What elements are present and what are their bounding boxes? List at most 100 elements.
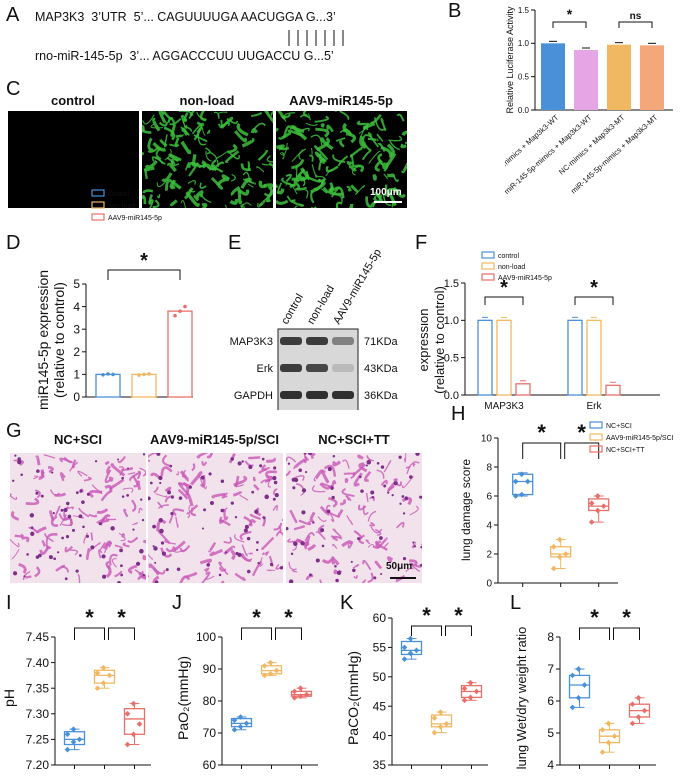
tissue-septa bbox=[387, 478, 398, 491]
cell-nucleus bbox=[419, 495, 422, 499]
legend-swatch bbox=[481, 273, 495, 281]
tissue-fluorescence bbox=[368, 150, 381, 164]
tissue-septa bbox=[206, 453, 214, 459]
y-tick-label: 1.5 bbox=[518, 6, 530, 15]
tissue-septa bbox=[275, 529, 282, 537]
legend-entry: AAV9-miR145-5p bbox=[108, 215, 162, 222]
tissue-fluorescence bbox=[167, 162, 177, 173]
tissue-septa bbox=[172, 508, 185, 517]
histo-image-aav9-sci bbox=[148, 453, 283, 583]
cell-nucleus bbox=[413, 545, 417, 548]
tissue-fluorescence bbox=[339, 111, 350, 121]
cell-nucleus bbox=[152, 524, 157, 529]
tissue-fluorescence bbox=[389, 140, 400, 151]
tissue-septa bbox=[104, 484, 113, 493]
data-point bbox=[569, 672, 576, 679]
tissue-septa bbox=[345, 495, 352, 502]
significance-bracket bbox=[107, 269, 181, 280]
tissue-fluorescence bbox=[300, 167, 311, 181]
tissue-septa bbox=[199, 558, 213, 565]
cell-nucleus bbox=[230, 501, 234, 505]
tissue-fluorescence bbox=[359, 135, 367, 150]
tissue-septa bbox=[177, 482, 190, 496]
cell-nucleus bbox=[78, 514, 83, 519]
tissue-septa bbox=[353, 575, 358, 579]
panel-label-i: I bbox=[6, 592, 12, 614]
cell-nucleus bbox=[98, 521, 102, 526]
tissue-septa bbox=[380, 479, 388, 486]
tissue-fluorescence bbox=[319, 136, 334, 151]
histo-title-nc-sci-tt: NC+SCI+TT bbox=[318, 432, 390, 447]
legend-entry: AAV9-miR145-5p/SCI bbox=[606, 435, 674, 442]
cell-nucleus bbox=[292, 486, 296, 490]
cell-nucleus bbox=[269, 562, 274, 567]
tissue-fluorescence bbox=[236, 187, 250, 196]
cell-nucleus bbox=[402, 512, 406, 515]
cell-nucleus bbox=[335, 578, 339, 583]
cell-nucleus bbox=[272, 497, 276, 501]
cell-nucleus bbox=[102, 574, 107, 579]
data-point bbox=[142, 372, 146, 377]
tissue-septa bbox=[69, 549, 79, 556]
tissue-septa bbox=[332, 543, 338, 550]
tissue-septa bbox=[370, 526, 383, 534]
tissue-septa bbox=[309, 511, 316, 523]
tissue-septa bbox=[352, 463, 367, 476]
tissue-septa bbox=[131, 474, 139, 488]
tissue-fluorescence bbox=[277, 188, 285, 195]
y-tick-label: 2 bbox=[73, 345, 80, 359]
mirna-sequence: rno-miR-145-5p 3’... AGGACCCUU UUGACCU G… bbox=[35, 49, 334, 63]
y-tick-label: 45 bbox=[373, 699, 387, 713]
data-point bbox=[581, 682, 588, 688]
tissue-septa bbox=[338, 569, 343, 573]
data-point bbox=[599, 749, 606, 756]
cell-nucleus bbox=[301, 510, 306, 515]
tissue-septa bbox=[259, 556, 264, 567]
tissue-septa bbox=[110, 463, 126, 477]
data-point bbox=[635, 694, 642, 701]
cell-nucleus bbox=[241, 460, 244, 463]
data-point bbox=[267, 659, 274, 666]
legend-swatch bbox=[589, 433, 603, 441]
y-tick-label: 10 bbox=[481, 434, 493, 445]
y-tick-label: 55 bbox=[373, 641, 387, 655]
blot-kda-label: 71KDa bbox=[364, 336, 399, 348]
tissue-septa bbox=[295, 538, 310, 546]
tissue-septa bbox=[319, 579, 322, 583]
tissue-fluorescence bbox=[169, 199, 178, 207]
cell-nucleus bbox=[379, 536, 383, 540]
tissue-septa bbox=[275, 564, 283, 570]
tissue-septa bbox=[123, 508, 129, 518]
tissue-fluorescence bbox=[216, 159, 220, 167]
tissue-fluorescence bbox=[257, 200, 266, 208]
data-point bbox=[147, 372, 151, 376]
tissue-septa bbox=[40, 471, 45, 479]
chart-mir145-expression: 0 1 2 3 4 5 miR145-5p expression (relative to c… bbox=[35, 189, 193, 410]
tissue-septa bbox=[310, 453, 316, 459]
tissue-septa bbox=[241, 544, 248, 557]
tissue-fluorescence bbox=[401, 161, 407, 174]
bar bbox=[607, 44, 631, 110]
tissue-septa bbox=[293, 475, 305, 481]
tissue-fluorescence bbox=[392, 186, 406, 198]
data-point bbox=[64, 746, 71, 753]
data-point bbox=[111, 372, 115, 377]
cell-nucleus bbox=[257, 561, 260, 565]
y-tick-label: 7.40 bbox=[26, 656, 50, 670]
y-axis-label: lung Wet/dry weight ratio bbox=[514, 627, 529, 770]
histo-image-nc-sci-tt: 50μm bbox=[286, 453, 422, 583]
tissue-septa bbox=[160, 466, 173, 477]
tissue-fluorescence bbox=[332, 154, 346, 163]
tissue-fluorescence bbox=[325, 165, 339, 173]
cell-nucleus bbox=[315, 558, 320, 563]
tissue-septa bbox=[191, 463, 196, 472]
data-point bbox=[575, 694, 582, 701]
tissue-fluorescence bbox=[230, 185, 241, 197]
cell-nucleus bbox=[332, 454, 336, 458]
cell-nucleus bbox=[86, 534, 89, 538]
tissue-septa bbox=[374, 528, 382, 536]
cell-nucleus bbox=[148, 496, 151, 501]
cell-nucleus bbox=[75, 491, 79, 495]
tissue-fluorescence bbox=[168, 153, 182, 162]
